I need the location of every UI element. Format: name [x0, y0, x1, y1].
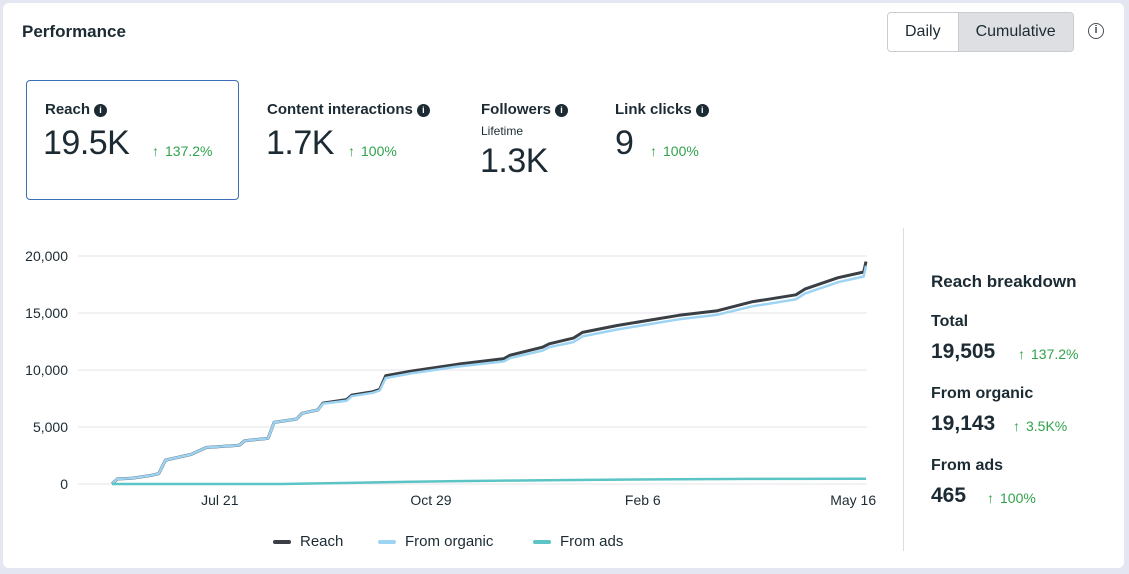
info-icon[interactable]: i — [695, 104, 709, 117]
breakdown-ads-delta: ↑ 100% — [987, 490, 1036, 506]
breakdown-title: Reach breakdown — [931, 272, 1077, 291]
metric-value-content-interactions: 1.7K — [266, 124, 334, 162]
y-tick-label: 15,000 — [25, 305, 68, 321]
view-toggle: Daily Cumulative — [887, 12, 1074, 52]
y-tick-label: 20,000 — [25, 248, 68, 264]
legend-swatch-reach — [273, 539, 291, 544]
legend-item-organic[interactable]: From organic — [378, 533, 493, 550]
breakdown-ads-label: From ads — [931, 457, 1004, 474]
info-icon[interactable]: i — [1088, 23, 1104, 39]
legend-swatch-organic — [378, 539, 396, 544]
breakdown-total-delta: ↑ 137.2% — [1018, 346, 1079, 362]
reach-chart: 20,000 15,000 10,000 5,000 0 Jul 21 Oct 29 Feb … — [25, 248, 876, 508]
metric-label-followers: Followers i — [481, 101, 569, 118]
x-tick-label: May 16 — [830, 492, 876, 508]
daily-toggle-button[interactable]: Daily — [888, 13, 959, 51]
breakdown-organic-delta: ↑ 3.5K% — [1013, 418, 1068, 434]
up-arrow-icon: ↑ — [348, 143, 355, 159]
metric-label-content-interactions: Content interactions i — [267, 101, 430, 118]
cumulative-toggle-button[interactable]: Cumulative — [958, 13, 1073, 51]
legend-item-reach[interactable]: Reach — [273, 533, 343, 550]
up-arrow-icon: ↑ — [987, 490, 994, 506]
info-icon[interactable]: i — [94, 104, 108, 117]
info-icon[interactable]: i — [416, 104, 430, 117]
metric-value-followers: 1.3K — [480, 142, 548, 180]
legend-item-ads[interactable]: From ads — [533, 533, 623, 550]
metric-sublabel-followers: Lifetime — [481, 124, 524, 138]
metric-delta-content-interactions: ↑ 100% — [348, 143, 397, 159]
metric-value-link-clicks: 9 — [615, 124, 634, 162]
y-tick-label: 0 — [60, 476, 68, 492]
breakdown-total-label: Total — [931, 313, 969, 330]
breakdown-ads-value: 465 — [931, 484, 967, 507]
info-icon[interactable]: i — [555, 104, 569, 117]
legend-swatch-ads — [533, 539, 551, 544]
x-tick-label: Oct 29 — [410, 492, 451, 508]
y-tick-label: 5,000 — [33, 419, 68, 435]
metric-value-reach: 19.5K — [43, 124, 130, 162]
divider — [903, 228, 904, 551]
series-line-from-organic[interactable] — [111, 265, 868, 485]
metric-delta-reach: ↑ 137.2% — [152, 143, 213, 159]
up-arrow-icon: ↑ — [152, 143, 159, 159]
up-arrow-icon: ↑ — [1013, 418, 1020, 434]
metric-label-reach: Reach i — [45, 101, 108, 118]
metric-tile-reach[interactable] — [26, 80, 239, 200]
metric-delta-link-clicks: ↑ 100% — [650, 143, 699, 159]
x-tick-label: Feb 6 — [625, 492, 661, 508]
page-title: Performance — [22, 22, 126, 41]
metric-label-link-clicks: Link clicks i — [615, 101, 709, 118]
x-tick-label: Jul 21 — [201, 492, 239, 508]
series-line-from-ads[interactable] — [112, 477, 867, 486]
series-line-reach[interactable] — [110, 261, 868, 486]
performance-card — [3, 3, 1124, 568]
y-tick-label: 10,000 — [25, 362, 68, 378]
up-arrow-icon: ↑ — [1018, 346, 1025, 362]
breakdown-organic-value: 19,143 — [931, 412, 996, 435]
up-arrow-icon: ↑ — [650, 143, 657, 159]
breakdown-total-value: 19,505 — [931, 340, 996, 363]
breakdown-organic-label: From organic — [931, 385, 1034, 402]
